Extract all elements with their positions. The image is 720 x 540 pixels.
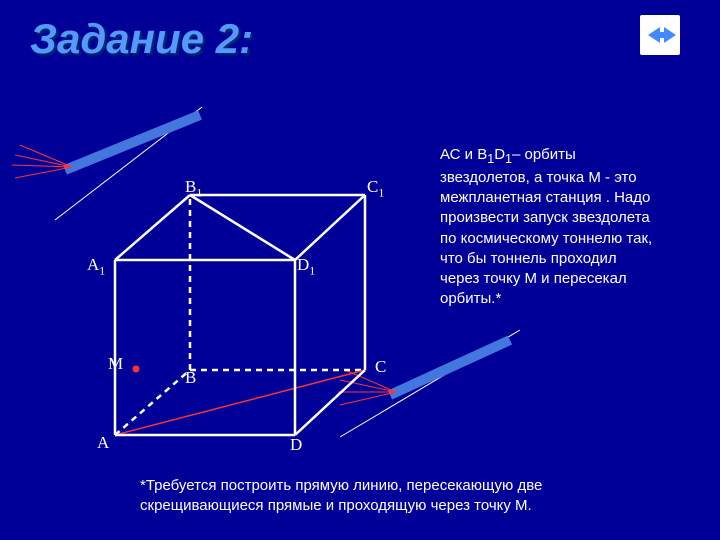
task-description: АС и B1D1– орбитызвездолетов, а точка М … [440, 145, 700, 310]
task-text-line: АС и B1D1– орбиты [440, 145, 700, 168]
task-title: Задание 2: [30, 15, 253, 63]
vertex-label: B1 [185, 177, 202, 200]
vertex-label: D [290, 435, 302, 455]
next-arrow-icon[interactable] [640, 15, 680, 55]
task-text-line: орбиты.* [440, 289, 700, 309]
task-text-line: межпланетная станция . Надо [440, 188, 700, 208]
task-text-line: произвести запуск звездолета [440, 208, 700, 228]
vertex-label: M [108, 354, 123, 374]
vertex-label: C1 [367, 177, 384, 200]
task-text-line: что бы тоннель проходил [440, 249, 700, 269]
task-text-line: через точку М и пересекал [440, 269, 700, 289]
vertex-label: A1 [87, 255, 105, 278]
task-text-line: звездолетов, а точка М - это [440, 168, 700, 188]
vertex-label: A [97, 433, 109, 453]
vertex-label: D1 [297, 255, 315, 278]
vertex-label: C [375, 357, 386, 377]
footnote-text: *Требуется построить прямую линию, перес… [140, 476, 590, 515]
vertex-label: B [185, 368, 196, 388]
task-text-line: по космическому тоннелю так, [440, 229, 700, 249]
